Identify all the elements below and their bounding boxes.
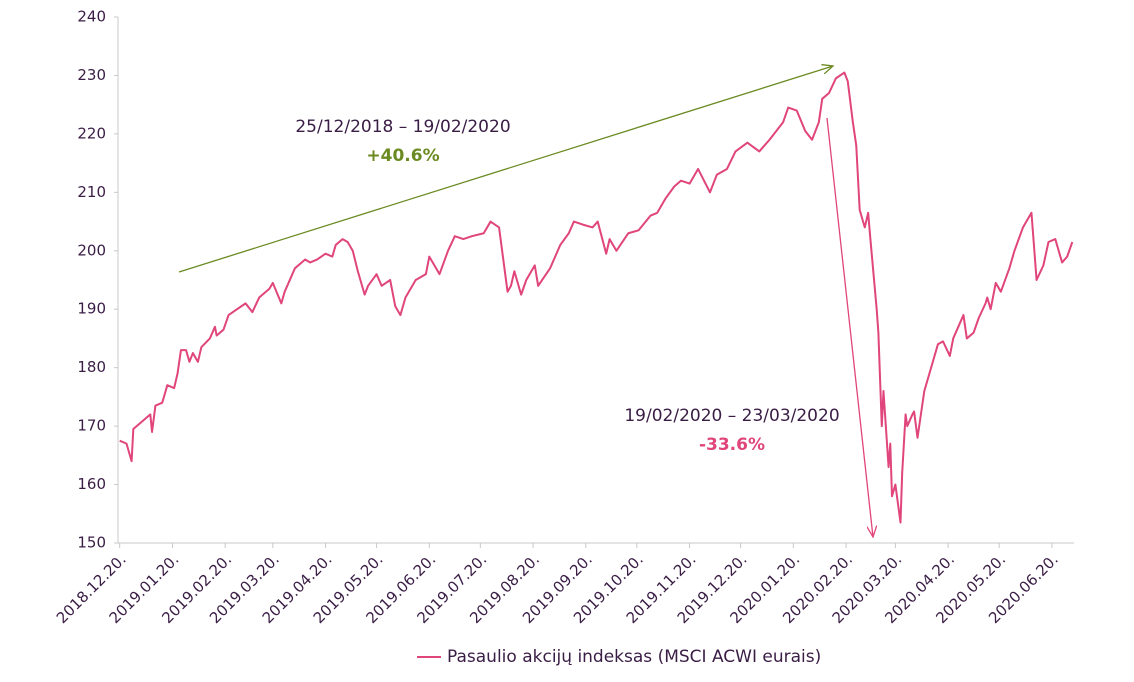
series-line bbox=[119, 71, 1074, 524]
y-tick-label: 180 bbox=[77, 358, 106, 376]
y-tick-label: 160 bbox=[77, 475, 106, 493]
y-tick-label: 210 bbox=[77, 183, 106, 201]
annotation-change: +40.6% bbox=[366, 146, 439, 166]
y-tick-label: 190 bbox=[77, 300, 106, 318]
annotation-period: 25/12/2018 – 19/02/2020 bbox=[295, 117, 510, 137]
y-tick-label: 220 bbox=[77, 124, 106, 142]
y-tick-label: 240 bbox=[77, 8, 106, 26]
y-tick-label: 230 bbox=[77, 66, 106, 84]
y-tick-label: 200 bbox=[77, 241, 106, 259]
y-tick-label: 150 bbox=[77, 534, 106, 552]
fall-arrow bbox=[826, 117, 873, 537]
legend-label: Pasaulio akcijų indeksas (MSCI ACWI eura… bbox=[447, 647, 821, 667]
y-tick-label: 170 bbox=[77, 417, 106, 435]
annotation-change: -33.6% bbox=[699, 435, 765, 455]
plot-area: 1501601701801902002102202302402018.12.20… bbox=[53, 8, 1074, 627]
rise-arrow bbox=[178, 66, 833, 273]
annotation-period: 19/02/2020 – 23/03/2020 bbox=[624, 406, 839, 426]
